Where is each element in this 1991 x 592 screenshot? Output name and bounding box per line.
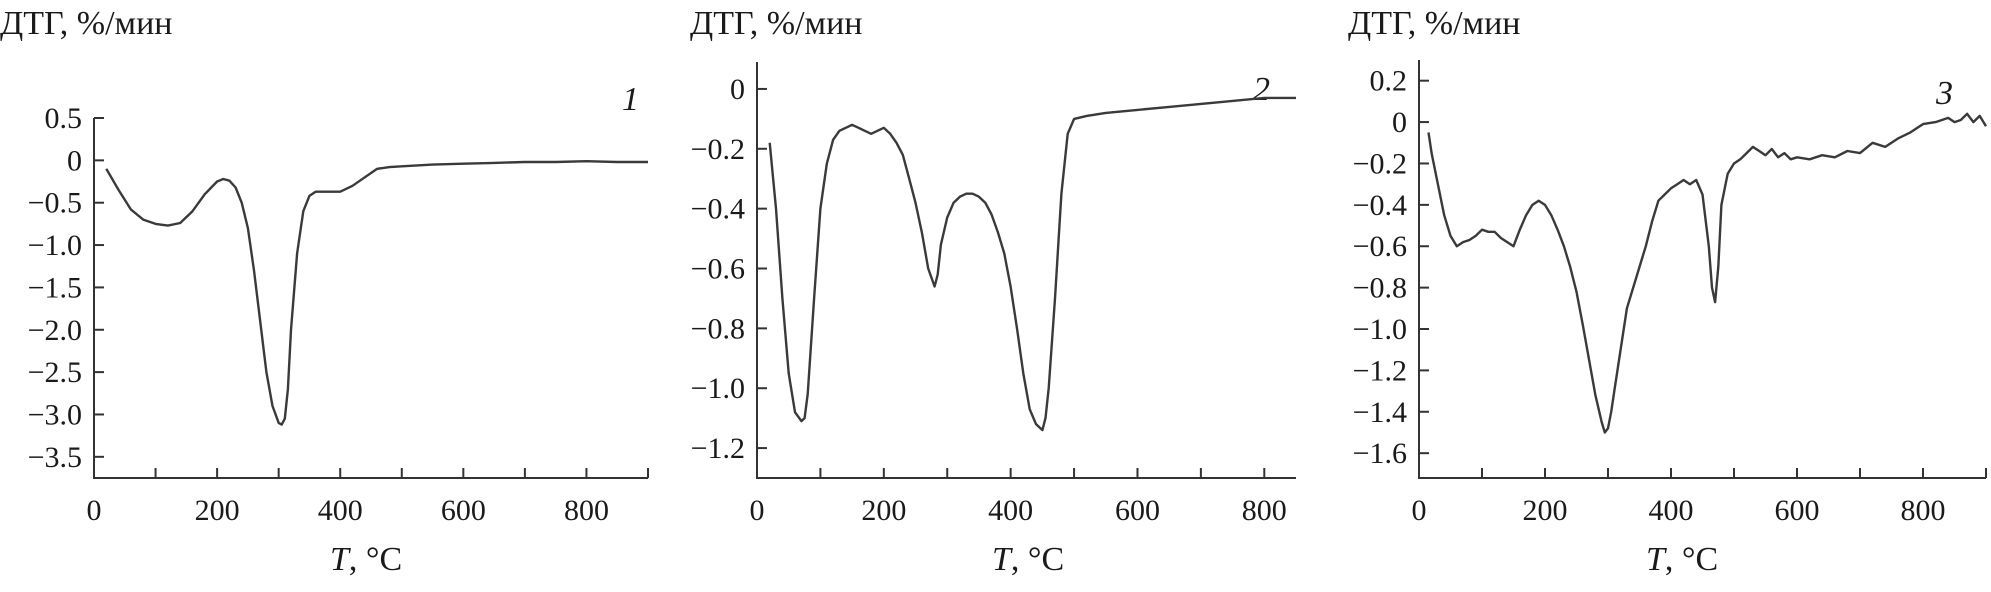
y-tick-label-2: −0.4	[691, 193, 745, 226]
y-tick-label-3: −1.2	[1353, 354, 1407, 387]
y-tick-label-1: −2.5	[28, 356, 82, 389]
x-axis-unit-2: , °C	[1011, 541, 1064, 578]
x-axis-unit-3: , °C	[1665, 541, 1718, 578]
y-axis-label-3: ДТГ, %/мин	[1348, 5, 1520, 42]
y-tick-label-1: 0	[67, 144, 82, 177]
dtg-curve-3	[1427, 112, 1988, 434]
y-tick-label-1: −3.0	[28, 398, 82, 431]
x-axis-symbol-2: T	[992, 541, 1013, 578]
x-axis-label-3: T, °C	[1646, 541, 1718, 578]
chart-panel-3: ДТГ, %/мин 3 T, °C 0.2 0 −0.2 −0.4 −0.6 −0.8 −…	[1348, 5, 1988, 578]
y-tick-label-1: 0.5	[45, 102, 83, 135]
x-tick-label-2: 400	[988, 494, 1033, 527]
y-tick-label-2: −0.6	[691, 253, 745, 286]
axis-frame-3	[1418, 60, 1986, 479]
y-axis-label-1: ДТГ, %/мин	[0, 5, 172, 42]
x-tick-label-3: 800	[1901, 494, 1946, 527]
y-tick-label-1: −1.5	[28, 271, 82, 304]
x-axis-symbol-1: T	[330, 541, 351, 578]
y-tick-label-3: −0.6	[1353, 230, 1407, 263]
curve-label-2: 2	[1253, 71, 1270, 108]
x-axis-symbol-3: T	[1646, 541, 1667, 578]
x-tick-label-3: 600	[1775, 494, 1820, 527]
y-tick-label-3: −0.2	[1353, 147, 1407, 180]
y-tick-label-3: −1.4	[1353, 396, 1407, 429]
x-tick-label-2: 200	[861, 494, 906, 527]
y-tick-label-2: 0	[730, 73, 745, 106]
y-tick-label-3: −0.8	[1353, 272, 1407, 305]
x-tick-label-1: 0	[87, 494, 102, 527]
y-tick-label-1: −3.5	[28, 441, 82, 474]
x-tick-label-1: 200	[195, 494, 240, 527]
x-axis-label-2: T, °C	[992, 541, 1064, 578]
y-tick-label-2: −1.2	[691, 432, 745, 465]
y-tick-label-3: 0.2	[1370, 65, 1408, 98]
y-tick-label-2: −0.8	[691, 312, 745, 345]
y-tick-label-3: −1.6	[1353, 437, 1407, 470]
y-tick-label-3: −1.0	[1353, 313, 1407, 346]
x-tick-label-3: 0	[1412, 494, 1427, 527]
axes-2: 0−0.2−0.4−0.6−0.8−1.0−1.20 200 400 600 800	[691, 62, 1296, 527]
x-tick-label-3: 200	[1523, 494, 1568, 527]
x-tick-label-1: 400	[318, 494, 363, 527]
x-axis-unit-1: , °C	[349, 541, 402, 578]
y-tick-label-2: −0.2	[691, 133, 745, 166]
curve-label-1: 1	[622, 81, 639, 118]
axes-1: 0.50−0.5−1.0−1.5−2.0−2.5−3.0−3.50 200 400 6…	[28, 102, 649, 527]
x-axis-label-1: T, °C	[330, 541, 402, 578]
dtg-curve-2	[768, 96, 1296, 432]
y-tick-label-3: −0.4	[1353, 189, 1407, 222]
axis-frame-2	[756, 62, 1296, 479]
y-tick-label-1: −0.5	[28, 187, 82, 220]
chart-panel-1: ДТГ, %/мин 1 T, °C 0.5 0 −0.5 −1.0 −1.5 −2.0 −…	[0, 5, 649, 578]
x-tick-label-1: 600	[441, 494, 486, 527]
x-tick-label-2: 600	[1115, 494, 1160, 527]
y-tick-label-3: 0	[1392, 106, 1407, 139]
x-tick-label-3: 400	[1649, 494, 1694, 527]
dtg-curve-1	[105, 160, 648, 426]
x-tick-label-1: 800	[564, 494, 609, 527]
x-tick-label-2: 0	[750, 494, 765, 527]
y-axis-label-2: ДТГ, %/мин	[690, 5, 862, 42]
y-tick-label-2: −1.0	[691, 372, 745, 405]
y-tick-label-1: −1.0	[28, 229, 82, 262]
axes-3: 0.20−0.2−0.4−0.6−0.8−1.0−1.2−1.4−1.60 200…	[1353, 60, 1987, 527]
chart-panel-2: ДТГ, %/мин 2 T, °C 0 −0.2 −0.4 −0.6 −0.8 −1.0…	[690, 5, 1296, 578]
curve-label-3: 3	[1935, 75, 1953, 112]
x-tick-label-2: 800	[1242, 494, 1287, 527]
y-tick-label-1: −2.0	[28, 314, 82, 347]
